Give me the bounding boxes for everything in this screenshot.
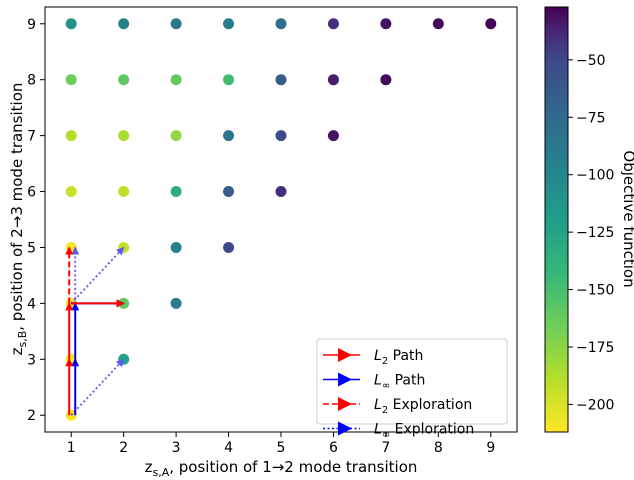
y-tick-label: 2 [27,408,36,424]
scatter-point [170,74,182,86]
y-axis-ticks: 2 3 4 5 6 7 8 9 [27,17,45,424]
y-axis-label: zs,B, position of 2→3 mode transition [8,83,29,356]
colorbar-tick-label: −200 [576,397,614,413]
y-tick-label: 5 [27,240,36,256]
legend-arrow-marker [338,348,352,362]
scatter-point [327,74,339,86]
colorbar-tick-label: −175 [576,340,614,356]
scatter-point [65,74,77,86]
scatter-point [223,130,235,142]
scatter-point [223,186,235,198]
scatter-point [380,74,392,86]
scatter-point [223,241,235,253]
scatter-point [327,130,339,142]
path-arrows [65,246,125,416]
scatter-point [327,18,339,30]
colorbar-tick-label: −50 [576,53,606,69]
x-axis-label: zs,A, position of 1→2 mode transition [145,458,418,479]
colorbar: −50 −75 −100 −125 −150 −175 −200 Objective fun… [544,6,634,433]
legend-label: L∞ Exploration [374,422,474,441]
scatter-point [170,186,182,198]
linf-exploration-arrow [70,358,125,416]
x-tick-label: 9 [486,440,495,456]
colorbar-tick-label: −100 [576,168,614,184]
scatter-point [170,130,182,142]
y-tick-label: 7 [27,129,36,145]
scatter-point [65,130,77,142]
y-tick-label: 3 [27,352,36,368]
scatter-point [65,186,77,198]
x-tick-label: 2 [119,440,128,456]
legend-box [316,338,508,425]
legend-arrow-marker [338,397,352,411]
x-axis-ticks: 1 2 3 4 5 6 7 8 9 [67,432,495,456]
legend-arrow-marker [338,421,352,436]
scatter-point [170,18,182,30]
y-tick-label: 6 [27,185,36,201]
x-tick-label: 7 [381,440,390,456]
scatter-point [275,130,287,142]
scatter-point [65,18,77,30]
colorbar-ticks: −50 −75 −100 −125 −150 −175 −200 [568,53,614,413]
x-tick-label: 1 [67,440,76,456]
linf-exploration-arrow [70,246,125,304]
colorbar-tick-label: −75 [576,110,606,126]
legend-label: L∞ Path [374,373,425,392]
scatter-point [380,18,392,30]
legend: L2 Path L∞ Path L2 Exploration L∞ Explorati… [316,338,508,441]
scatter-point [485,18,497,30]
scatter-point [223,74,235,86]
scatter-point [275,18,287,30]
scatter-point [118,74,130,86]
scatter-point [275,74,287,86]
scatter-point [223,18,235,30]
y-tick-label: 9 [27,17,36,33]
colorbar-tick-label: −125 [576,225,614,241]
x-tick-label: 8 [434,440,443,456]
legend-arrow-marker [338,372,352,387]
colorbar-label: Objective function [620,150,634,287]
y-tick-label: 4 [27,296,36,312]
colorbar-bar [544,6,569,433]
scatter-point [170,297,182,309]
colorbar-tick-label: −150 [576,283,614,299]
scatter-point [432,18,444,30]
x-tick-label: 4 [224,440,233,456]
legend-label: L2 Path [374,348,423,367]
legend-label: L2 Exploration [374,397,472,416]
scatter-point [118,130,130,142]
x-tick-label: 6 [329,440,338,456]
x-tick-label: 5 [277,440,286,456]
y-tick-label: 8 [27,73,36,89]
scatter-point [118,186,130,198]
scatter-point [275,186,287,198]
scatter-point [170,241,182,253]
x-tick-label: 3 [172,440,181,456]
scatter-point [118,18,130,30]
